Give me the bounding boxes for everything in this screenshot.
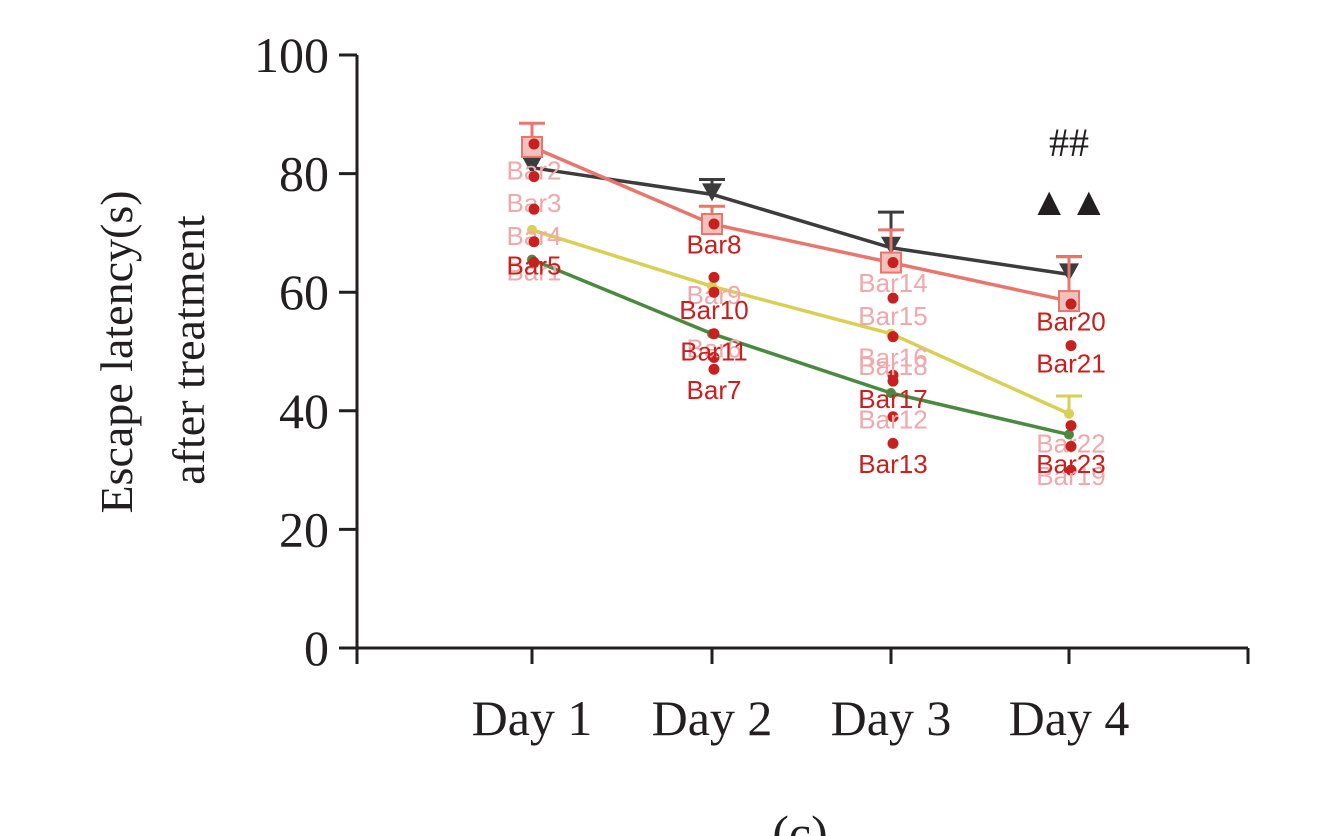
y-tick-label: 80	[279, 146, 329, 202]
bar-marker-dot	[887, 411, 899, 423]
panel-label: (c)	[772, 805, 828, 836]
bar-marker-dot	[887, 369, 899, 381]
bar-marker-dot	[887, 257, 899, 269]
series-marker	[702, 183, 722, 202]
y-tick-label: 100	[254, 27, 329, 83]
x-tick-label: Day 3	[831, 690, 952, 746]
bar-marker-label: Bar11	[680, 336, 747, 366]
bar-marker-dot	[1065, 420, 1077, 432]
series-marker	[1064, 429, 1074, 440]
bar-marker-label: Bar18	[858, 351, 927, 381]
bar-marker-dot	[528, 138, 540, 150]
y-tick-label: 20	[279, 501, 329, 557]
bar-marker-dot	[708, 286, 720, 298]
series-marker	[1064, 408, 1074, 419]
annotations: ## ▲▲	[1029, 120, 1108, 224]
x-tick-label: Day 1	[472, 690, 593, 746]
bar-marker-label: Bar1	[507, 256, 562, 286]
bar-marker-label: Bar20	[1036, 307, 1105, 337]
bar-marker-dot	[1065, 340, 1077, 352]
bar-marker-label: Bar5	[507, 250, 562, 280]
bar-marker-label: Bar13	[858, 449, 927, 479]
bar-marker-label: Bar8	[687, 230, 742, 260]
axes: 0 20 40 60 80 100 Day 1 Day 2 Day 3 Day 4 Escape l…	[91, 27, 1250, 836]
x-tick-label: Day 4	[1009, 690, 1130, 746]
bar-markers: Bar1Bar2Bar3Bar4Bar5Bar6Bar7Bar8Bar9Bar1…	[507, 138, 1106, 491]
x-tick-label: Day 2	[652, 690, 773, 746]
bar-marker-label: Bar7	[687, 375, 742, 405]
y-tick-label: 40	[279, 383, 329, 439]
bar-marker-dot	[1065, 440, 1077, 452]
y-tick-label: 0	[304, 620, 329, 676]
series-line	[531, 145, 1070, 303]
bar-marker-dot	[887, 292, 899, 304]
bar-marker-dot	[528, 236, 540, 248]
annotation-text: ##	[1049, 120, 1089, 165]
bar-marker-label: Bar19	[1036, 461, 1105, 491]
bar-marker-label: Bar17	[858, 384, 927, 414]
bar-marker-label: Bar15	[858, 301, 927, 331]
bar-marker-dot	[1065, 298, 1077, 310]
series-line	[531, 257, 1070, 437]
bar-marker-label: Bar21	[1036, 348, 1105, 378]
series-line	[531, 228, 1070, 416]
series-group	[519, 121, 1082, 440]
bar-marker-dot	[887, 437, 899, 449]
bar-marker-dot	[708, 218, 720, 230]
bar-marker-dot	[708, 363, 720, 375]
bar-marker-dot	[708, 328, 720, 340]
y-axis-label: after treatment	[163, 215, 214, 485]
y-tick-label: 60	[279, 264, 329, 320]
bar-marker-label: Bar12	[858, 405, 927, 435]
bar-marker-label: Bar16	[858, 342, 927, 372]
series-marker	[886, 388, 896, 399]
bar-marker-label: Bar23	[1036, 449, 1105, 479]
series-marker	[522, 156, 542, 175]
bar-marker-dot	[1065, 464, 1077, 476]
series-line	[531, 165, 1070, 277]
y-axis-label: Escape latency(s)	[91, 190, 142, 513]
bar-marker-label: Bar10	[679, 295, 748, 325]
bar-marker-dot	[528, 203, 540, 215]
bar-marker-dot	[708, 351, 720, 363]
bar-marker-dot	[708, 271, 720, 283]
bar-marker-dot	[528, 171, 540, 183]
annotation-text: ▲▲	[1029, 179, 1108, 224]
series-marker	[527, 224, 537, 235]
bar-marker-dot	[528, 257, 540, 269]
bar-marker-dot	[887, 331, 899, 343]
